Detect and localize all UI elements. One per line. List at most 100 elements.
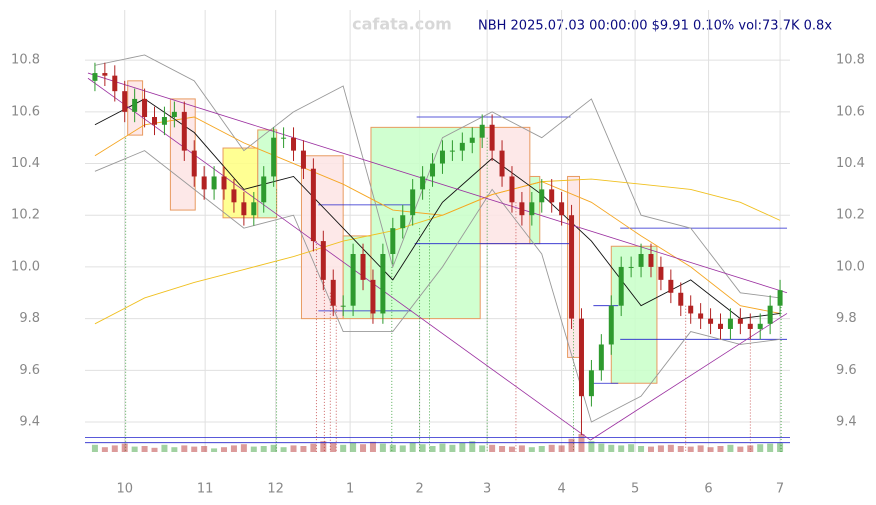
candle-body	[737, 318, 743, 324]
volume-bar	[508, 446, 515, 452]
volume-bar	[687, 446, 694, 452]
volume-bar	[628, 444, 635, 452]
volume-bar	[618, 445, 625, 452]
candle-body	[152, 117, 158, 125]
volume-bar	[757, 444, 764, 452]
trend-line	[87, 72, 788, 294]
candle-body	[569, 215, 575, 319]
volume-bar	[221, 447, 228, 452]
y-tick-label: 10.2	[11, 208, 40, 223]
volume-bar	[548, 444, 555, 452]
volume-bar	[499, 446, 506, 452]
y-tick-label: 10.6	[11, 104, 40, 119]
volume-bar	[141, 446, 148, 452]
volume-bar	[558, 445, 565, 452]
volume-bar	[340, 444, 347, 452]
zone-box	[479, 126, 531, 245]
volume-bar	[270, 444, 277, 452]
volume-bar	[647, 446, 654, 452]
candle-body	[420, 176, 426, 190]
volume-bar	[638, 446, 645, 452]
volume-bar	[111, 445, 118, 452]
volume-bar	[181, 445, 188, 452]
candle-body	[102, 73, 108, 76]
y-tick-label: 9.8	[19, 311, 40, 326]
y-tick-label: 10.4	[11, 156, 40, 171]
x-tick-label: 7	[776, 482, 784, 497]
volume-bar	[598, 443, 605, 452]
zone-box	[370, 126, 481, 320]
y-tick-label: 10.6	[836, 104, 865, 119]
candle-body	[360, 254, 366, 280]
volume-bar	[350, 443, 357, 452]
volume-bar	[489, 444, 496, 452]
volume-bar	[429, 446, 436, 452]
candle-body	[559, 202, 565, 216]
volume-bar	[518, 445, 525, 452]
candle-body	[618, 266, 624, 306]
candle-body	[161, 117, 167, 125]
volume-bar	[379, 443, 386, 452]
volume-bar	[260, 446, 267, 452]
candle-body	[310, 168, 316, 242]
volume-bar	[240, 444, 247, 452]
candle-body	[281, 137, 287, 139]
volume-bar	[280, 447, 287, 452]
volume-bar	[588, 441, 595, 452]
candle-body	[430, 163, 436, 177]
indicator-line	[94, 54, 781, 299]
volume-bar	[657, 445, 664, 452]
candle-body	[598, 344, 604, 371]
volume-bar	[777, 443, 784, 452]
candle-body	[142, 98, 148, 118]
volume-bar	[360, 444, 367, 452]
volume-bar	[201, 446, 208, 452]
candle-body	[231, 189, 237, 203]
candle-body	[300, 150, 306, 169]
candle-body	[201, 176, 207, 190]
candle-body	[330, 279, 336, 306]
candle-body	[390, 228, 396, 255]
candle-body	[688, 305, 694, 314]
volume-bar	[161, 444, 168, 452]
y-tick-label: 9.6	[836, 363, 857, 378]
volume-bar	[439, 443, 446, 452]
candle-body	[122, 91, 128, 112]
candle-body	[380, 254, 386, 314]
volume-bar	[419, 444, 426, 452]
candle-body	[678, 292, 684, 306]
candle-body	[747, 323, 753, 329]
candle-body	[469, 137, 475, 143]
volume-bar	[479, 445, 486, 452]
candle-body	[449, 150, 455, 152]
volume-bar	[121, 443, 128, 452]
x-tick-label: 3	[483, 482, 491, 497]
candle-body	[608, 305, 614, 345]
x-tick-label: 12	[267, 482, 284, 497]
candle-body	[410, 189, 416, 216]
x-tick-label: 5	[631, 482, 639, 497]
candle-body	[291, 137, 297, 151]
indicator-line	[94, 98, 781, 320]
candle-body	[112, 75, 118, 92]
volume-bar	[469, 441, 476, 452]
volume-bar	[677, 446, 684, 452]
volume-bar	[528, 447, 535, 452]
volume-bar	[369, 441, 376, 452]
volume-bar	[91, 444, 98, 452]
candle-body	[588, 370, 594, 397]
volume-bar	[608, 444, 615, 452]
x-tick-label: 11	[197, 482, 214, 497]
candle-body	[509, 176, 515, 203]
volume-bar	[191, 446, 198, 452]
candle-body	[668, 279, 674, 293]
candle-body	[92, 73, 98, 81]
volume-bar	[568, 438, 575, 452]
volume-bar	[538, 446, 545, 452]
volume-bar	[250, 446, 257, 452]
candle-body	[698, 313, 704, 319]
candle-body	[479, 124, 485, 138]
y-tick-label: 10.2	[836, 208, 865, 223]
candle-body	[400, 215, 406, 229]
